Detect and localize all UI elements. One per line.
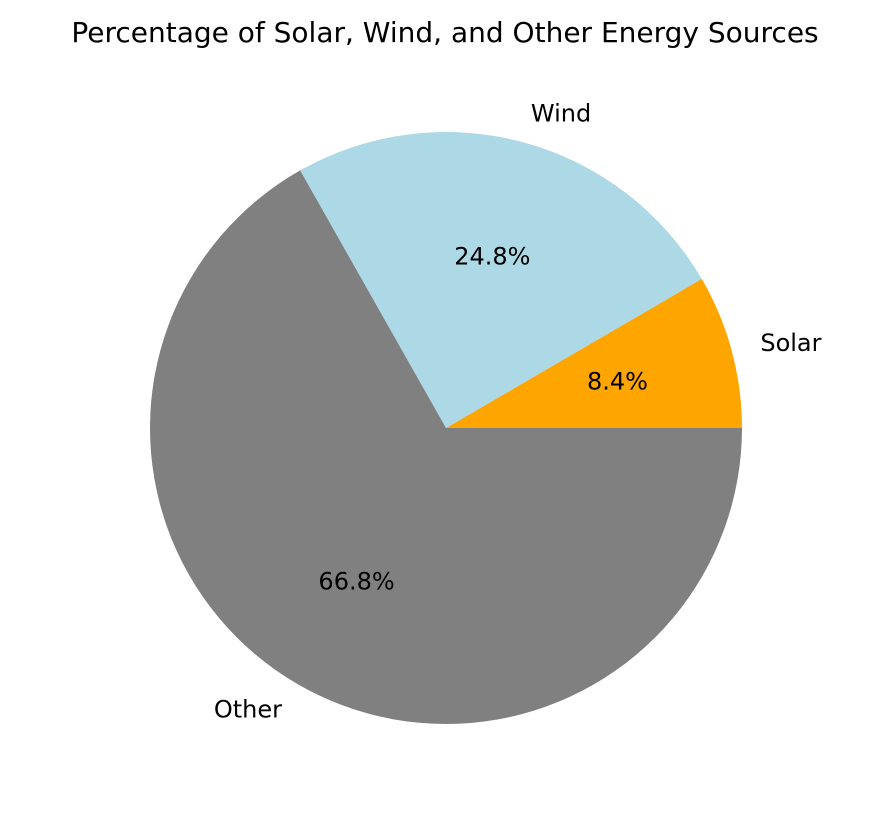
pie-slice-wind	[300, 132, 702, 428]
slice-label-wind: Wind	[531, 100, 591, 128]
pie-slice-solar	[446, 278, 742, 428]
pie-labels: Solar 8.4% Wind 24.8% Other 66.8%	[214, 100, 822, 724]
slice-percent-other: 66.8%	[318, 567, 394, 595]
chart-title: Percentage of Solar, Wind, and Other Ene…	[71, 16, 818, 49]
pie-slice-other	[150, 170, 742, 725]
slice-label-solar: Solar	[760, 329, 821, 357]
slice-label-other: Other	[214, 695, 282, 723]
slice-percent-solar: 8.4%	[587, 368, 648, 396]
pie-slices	[150, 132, 742, 725]
slice-percent-wind: 24.8%	[454, 243, 530, 271]
